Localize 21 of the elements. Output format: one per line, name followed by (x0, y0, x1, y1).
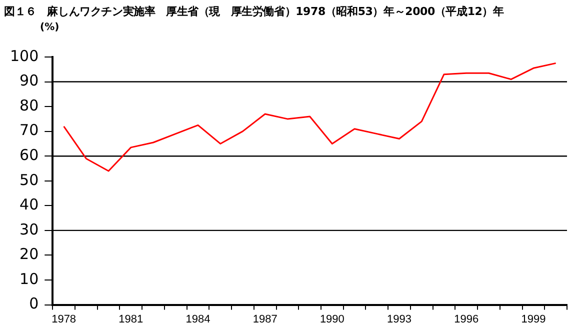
y-tick-label: 60 (20, 146, 39, 164)
x-tick-label: 1981 (118, 313, 144, 326)
y-axis-title: (%) (40, 22, 60, 33)
x-tick-label: 1987 (252, 313, 278, 326)
chart-title: 図１６ 麻しんワクチン実施率 厚生省（現 厚生労働省）1978（昭和53）年～2000（平成12）年 (4, 4, 504, 19)
x-tick-label: 1984 (186, 313, 210, 326)
y-tick-label: 20 (20, 245, 39, 264)
y-tick-label: 50 (20, 170, 39, 189)
y-tick-label: 10 (20, 270, 39, 288)
x-tick-label: 1996 (454, 313, 479, 326)
y-tick-label: 80 (20, 96, 39, 114)
y-tick-label: 90 (20, 72, 39, 90)
x-tick-label: 1993 (387, 313, 412, 326)
y-tick-label: 70 (20, 121, 39, 140)
y-tick-label: 40 (20, 196, 39, 214)
y-tick-label: 0 (29, 294, 39, 313)
x-tick-label: 1978 (52, 313, 76, 326)
y-tick-label: 30 (20, 220, 39, 238)
x-tick-label: 1999 (521, 313, 546, 326)
x-tick-label: 1990 (320, 313, 344, 326)
y-tick-label: 100 (10, 46, 39, 65)
